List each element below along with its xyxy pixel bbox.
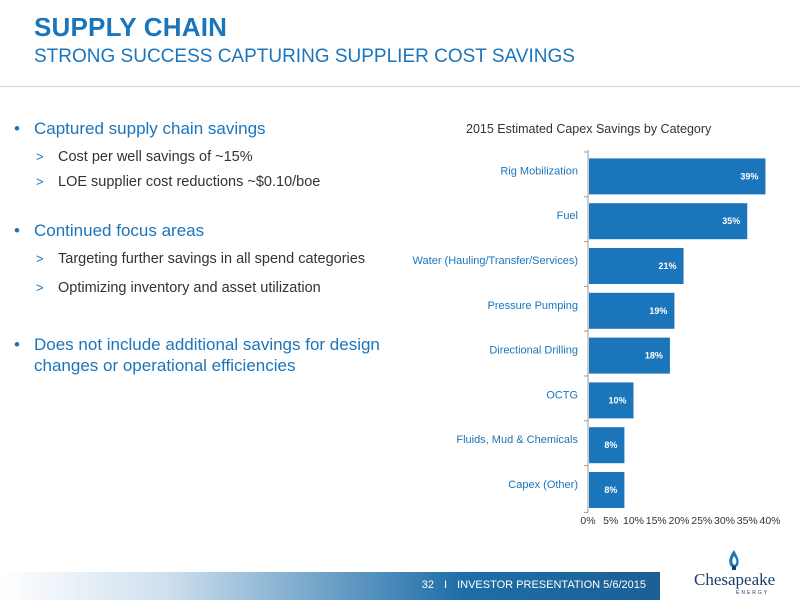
x-tick-label: 30% xyxy=(714,515,735,527)
page-number: 32 xyxy=(421,579,435,591)
bar-value-label: 8% xyxy=(604,440,617,450)
sub-bullet-text: Targeting further savings in all spend c… xyxy=(58,251,366,267)
logo-wordmark: Chesapeake xyxy=(694,570,776,589)
footer-bar: 32 I INVESTOR PRESENTATION 5/6/2015 xyxy=(0,572,660,600)
category-label: Rig Mobilization xyxy=(500,165,578,177)
category-label: Capex (Other) xyxy=(508,479,578,491)
sub-bullet-item: > LOE supplier cost reductions ~$0.10/bo… xyxy=(14,173,394,191)
bar-value-label: 18% xyxy=(645,351,663,361)
bar xyxy=(589,337,670,374)
chevron-right-icon: > xyxy=(36,251,44,266)
bullet-item: • Does not include additional savings fo… xyxy=(14,334,394,376)
x-tick-label: 0% xyxy=(580,515,595,527)
x-tick-label: 10% xyxy=(623,515,644,527)
bar-value-label: 10% xyxy=(608,395,626,405)
footer-separator: I xyxy=(444,579,448,591)
category-label: Water (Hauling/Transfer/Services) xyxy=(413,255,578,267)
bar xyxy=(589,382,634,419)
bar-value-label: 19% xyxy=(649,306,667,316)
bullet-dot-icon: • xyxy=(14,221,20,240)
slide-title: SUPPLY CHAIN xyxy=(34,12,228,42)
bar-value-label: 39% xyxy=(740,171,758,181)
category-label: Pressure Pumping xyxy=(488,300,579,312)
x-tick-label: 35% xyxy=(737,515,758,527)
bar xyxy=(589,292,675,329)
x-tick-label: 20% xyxy=(668,515,689,527)
x-tick-label: 40% xyxy=(759,515,780,527)
chevron-right-icon: > xyxy=(36,174,44,189)
bullet-dot-icon: • xyxy=(14,335,20,354)
sub-bullet-item: > Cost per well savings of ~15% xyxy=(14,148,394,166)
chart-title: 2015 Estimated Capex Savings by Category xyxy=(466,122,712,136)
flame-icon xyxy=(729,550,739,570)
bar-value-label: 8% xyxy=(604,485,617,495)
sub-bullet-text: Cost per well savings of ~15% xyxy=(58,149,253,165)
category-label: Directional Drilling xyxy=(489,345,578,357)
bar-value-label: 21% xyxy=(659,261,677,271)
x-tick-label: 25% xyxy=(691,515,712,527)
category-label: OCTG xyxy=(546,389,578,401)
footer-text: 32 I INVESTOR PRESENTATION 5/6/2015 xyxy=(422,579,646,591)
slide-subtitle: STRONG SUCCESS CAPTURING SUPPLIER COST S… xyxy=(34,46,575,67)
chevron-right-icon: > xyxy=(36,149,44,164)
logo-subtext: ENERGY xyxy=(736,590,770,596)
sub-bullet-item: > Targeting further savings in all spend… xyxy=(14,250,394,268)
sub-bullet-text: LOE supplier cost reductions ~$0.10/boe xyxy=(58,174,321,190)
bullet-text: Continued focus areas xyxy=(34,221,205,240)
bar xyxy=(589,472,625,508)
sub-bullet-item: > Optimizing inventory and asset utiliza… xyxy=(14,279,394,297)
bullet-text: Does not include additional savings for … xyxy=(34,335,380,375)
chevron-right-icon: > xyxy=(36,280,44,295)
bullet-dot-icon: • xyxy=(14,119,20,138)
bar-value-label: 35% xyxy=(722,216,740,226)
bar xyxy=(589,427,625,464)
x-tick-label: 15% xyxy=(646,515,667,527)
bullet-item: • Continued focus areas xyxy=(14,220,394,241)
category-label: Fuel xyxy=(557,210,578,222)
header-divider xyxy=(0,86,800,87)
sub-bullet-text: Optimizing inventory and asset utilizati… xyxy=(58,280,321,296)
bullet-list: • Captured supply chain savings > Cost p… xyxy=(14,118,394,376)
footer-label: INVESTOR PRESENTATION 5/6/2015 xyxy=(457,579,646,591)
bar xyxy=(589,203,748,240)
x-tick-label: 5% xyxy=(603,515,618,527)
bullet-text: Captured supply chain savings xyxy=(34,119,266,138)
category-label: Fluids, Mud & Chemicals xyxy=(456,434,578,446)
bar xyxy=(589,158,766,195)
company-logo: Chesapeake ENERGY xyxy=(690,548,796,600)
bullet-item: • Captured supply chain savings xyxy=(14,118,394,139)
bar xyxy=(589,248,684,284)
